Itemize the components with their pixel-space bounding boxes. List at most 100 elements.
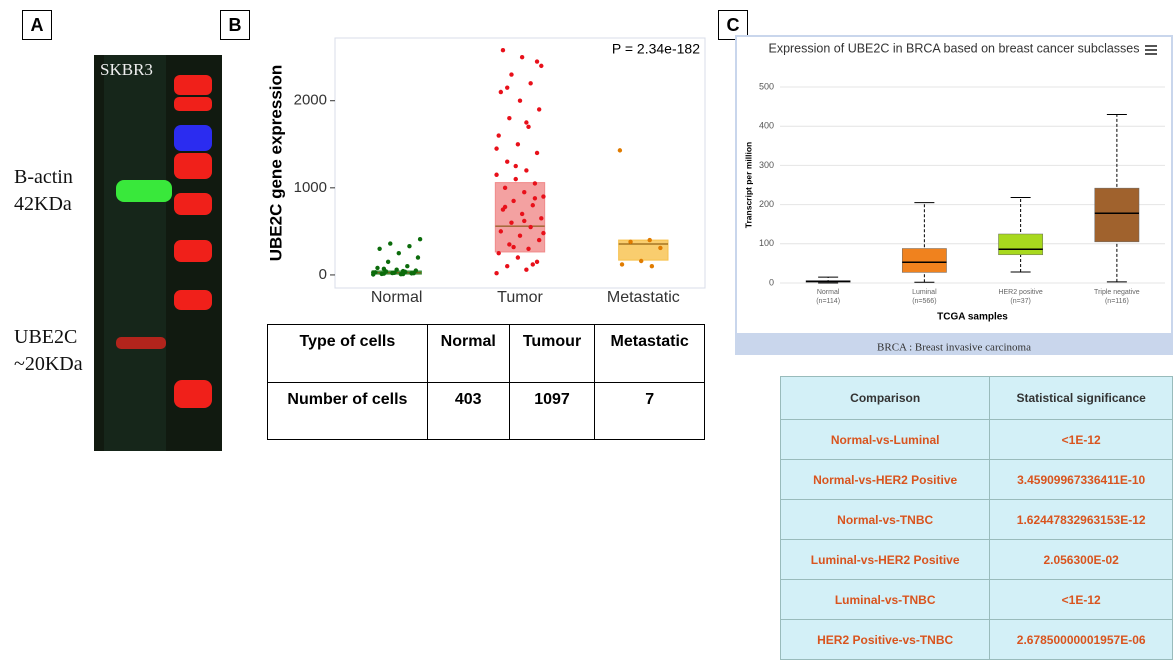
y-axis-label: Transcript per million — [743, 142, 753, 228]
y-axis-label: UBE2C gene expression — [266, 65, 285, 262]
point — [514, 177, 518, 181]
table-cell: Statistical significance — [990, 377, 1173, 420]
point — [416, 255, 420, 259]
point — [499, 90, 503, 94]
table-cell: HER2 Positive-vs-TNBC — [781, 620, 990, 660]
box — [998, 234, 1042, 255]
table-cell: Type of cells — [268, 325, 428, 383]
box — [902, 249, 946, 273]
point — [531, 203, 535, 207]
point — [375, 266, 379, 270]
point — [526, 125, 530, 129]
point — [394, 268, 398, 272]
table-cell: 2.056300E-02 — [990, 540, 1173, 580]
point — [494, 146, 498, 150]
point — [505, 159, 509, 163]
table-cell: <1E-12 — [990, 420, 1173, 460]
band-label: ~20KDa — [14, 353, 83, 376]
point — [524, 120, 528, 124]
point — [390, 271, 394, 275]
point — [496, 251, 500, 255]
point — [494, 271, 498, 275]
point — [516, 142, 520, 146]
annotation: P = 2.34e-182 — [612, 41, 700, 57]
point — [405, 264, 409, 268]
point — [516, 255, 520, 259]
point — [407, 244, 411, 248]
point — [409, 271, 413, 275]
point — [518, 234, 522, 238]
table-cell: Comparison — [781, 377, 990, 420]
point — [620, 262, 624, 266]
point — [522, 219, 526, 223]
x-tick-sublabel: (n=116) — [1105, 298, 1129, 305]
point — [639, 259, 643, 263]
y-tick-label: 200 — [759, 199, 774, 209]
point — [658, 246, 662, 250]
point — [388, 241, 392, 245]
point — [518, 99, 522, 103]
table-cell: Metastatic — [595, 325, 705, 383]
point — [648, 238, 652, 242]
point — [526, 247, 530, 251]
caption: BRCA : Breast invasive carcinoma — [877, 342, 1031, 354]
x-tick-label: Metastatic — [607, 289, 680, 306]
point — [537, 238, 541, 242]
point — [528, 81, 532, 85]
point — [539, 216, 543, 220]
panel-label: B — [220, 10, 250, 40]
figure: {"panel_labels": ["A", "B", "C"], "blot"… — [0, 0, 1173, 652]
y-tick-label: 2000 — [294, 92, 327, 109]
x-tick-sublabel: (n=37) — [1010, 298, 1030, 305]
x-tick-label: Normal — [371, 289, 423, 306]
point — [507, 242, 511, 246]
point — [418, 237, 422, 241]
y-tick-label: 500 — [759, 81, 774, 91]
point — [509, 220, 513, 224]
point — [522, 190, 526, 194]
point — [531, 262, 535, 266]
point — [501, 48, 505, 52]
x-tick-label: Luminal — [912, 289, 937, 296]
point — [507, 116, 511, 120]
chart: Expression of UBE2C in BRCA based on bre… — [735, 35, 1173, 355]
stats-table: ComparisonStatistical significanceNormal… — [780, 376, 1173, 660]
band-label: B-actin — [14, 166, 73, 189]
point — [397, 251, 401, 255]
chart-title: Expression of UBE2C in BRCA based on bre… — [768, 41, 1139, 55]
point — [533, 181, 537, 185]
point — [414, 268, 418, 272]
point — [382, 267, 386, 271]
x-tick-label: HER2 positive — [998, 289, 1042, 296]
table-row: Luminal-vs-TNBC<1E-12 — [781, 580, 1173, 620]
y-tick-label: 300 — [759, 160, 774, 170]
western-blot: SKBR3 — [94, 55, 222, 451]
point — [535, 151, 539, 155]
point — [499, 229, 503, 233]
y-tick-label: 0 — [769, 277, 774, 287]
table-cell: 2.67850000001957E-06 — [990, 620, 1173, 660]
table-cell: Normal-vs-TNBC — [781, 500, 990, 540]
point — [650, 264, 654, 268]
x-tick-label: Tumor — [497, 289, 543, 306]
table-cell: 1.62447832963153E-12 — [990, 500, 1173, 540]
x-axis-label: TCGA samples — [937, 312, 1008, 323]
panel-label: A — [22, 10, 52, 40]
point — [511, 245, 515, 249]
point — [539, 64, 543, 68]
table-cell: Normal-vs-HER2 Positive — [781, 460, 990, 500]
point — [535, 260, 539, 264]
point — [533, 196, 537, 200]
point — [496, 133, 500, 137]
table-cell: <1E-12 — [990, 580, 1173, 620]
x-tick-sublabel: (n=114) — [816, 298, 840, 305]
point — [541, 231, 545, 235]
point — [541, 194, 545, 198]
point — [494, 173, 498, 177]
y-tick-label: 1000 — [294, 179, 327, 196]
table-cell: Tumour — [509, 325, 595, 383]
point — [509, 72, 513, 76]
